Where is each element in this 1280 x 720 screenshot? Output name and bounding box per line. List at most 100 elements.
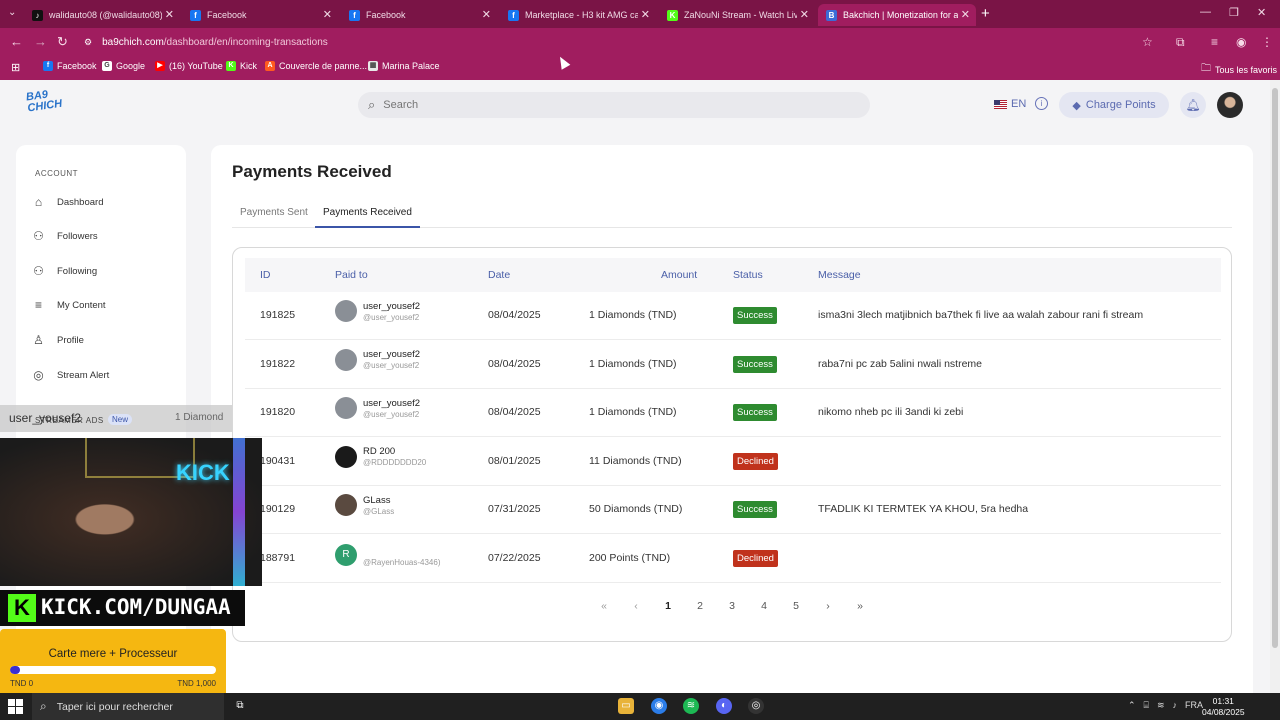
sidebar-item-profile[interactable]: ♙ Profile: [32, 330, 84, 350]
obs-icon[interactable]: ◎: [748, 698, 764, 714]
facebook-icon: f: [508, 9, 519, 21]
payer-avatar: [335, 445, 357, 468]
taskbar-search[interactable]: ⌕ Taper ici pour rechercher: [32, 693, 224, 720]
browser-tab[interactable]: ♪ walidauto08 (@walidauto08) | T✕: [24, 4, 180, 26]
bookmark-item[interactable]: ▦ Marina Palace: [368, 61, 440, 71]
site-info-icon[interactable]: ⚙: [84, 37, 93, 47]
payer[interactable]: user_yousef2 @user_yousef2: [335, 348, 420, 371]
charge-points-button[interactable]: ◆ Charge Points: [1059, 92, 1169, 118]
bookmark-label: Marina Palace: [382, 61, 440, 71]
bookmark-star-icon[interactable]: ☆: [1142, 35, 1153, 49]
reload-icon[interactable]: ↻: [57, 34, 68, 49]
info-icon[interactable]: i: [1035, 97, 1048, 110]
search-bar[interactable]: ⌕: [358, 92, 870, 118]
spotify-icon[interactable]: ≋: [683, 698, 699, 714]
payer[interactable]: RD 200 @RDDDDDDD20: [335, 445, 426, 468]
user-avatar[interactable]: [1217, 92, 1243, 118]
maximize-icon[interactable]: ❐: [1229, 7, 1239, 19]
sidebar-item-my-content[interactable]: ≡ My Content: [32, 296, 106, 316]
sidebar-item-label: Following: [57, 265, 98, 277]
close-tab-icon[interactable]: ✕: [640, 9, 650, 21]
table-row[interactable]: 188791 R @RayenHouas-4346) 07/22/2025 200 Po…: [245, 535, 1221, 583]
tray-chevron-icon[interactable]: ⌃: [1128, 700, 1136, 710]
task-view-icon[interactable]: ⧉: [236, 700, 244, 711]
profile-icon[interactable]: ◉: [1236, 35, 1247, 49]
payer[interactable]: R @RayenHouas-4346): [335, 543, 441, 567]
sidebar-item-dashboard[interactable]: ⌂ Dashboard: [32, 192, 104, 212]
bookmark-label: Facebook: [57, 61, 97, 71]
table-row[interactable]: 190431 RD 200 @RDDDDDDD20 08/01/2025 11 Diam…: [245, 438, 1221, 486]
file-explorer-icon[interactable]: ▭: [618, 698, 634, 714]
scrollbar-thumb[interactable]: [1272, 88, 1278, 648]
site-logo[interactable]: BA9 CHICH: [25, 88, 63, 115]
payer[interactable]: user_yousef2 @user_yousef2: [335, 300, 420, 322]
windows-start-icon[interactable]: [8, 699, 23, 714]
browser-tab[interactable]: K ZaNouNi Stream - Watch Live o✕: [659, 4, 815, 26]
browser-tab[interactable]: f Facebook ✕: [341, 4, 497, 26]
close-tab-icon[interactable]: ✕: [164, 9, 174, 21]
network-icon[interactable]: ⌸: [1143, 700, 1149, 710]
tab-payments-sent[interactable]: Payments Sent: [240, 207, 308, 218]
all-bookmarks[interactable]: 🗀 Tous les favoris: [1201, 61, 1277, 78]
discord-icon[interactable]: ◐: [716, 698, 732, 714]
table-row[interactable]: 191825 user_yousef2 @user_yousef2 08/04/202…: [245, 292, 1221, 340]
new-tab-button[interactable]: +: [981, 5, 990, 22]
chrome-icon[interactable]: ◉: [651, 698, 667, 714]
last-page-button[interactable]: »: [857, 600, 863, 612]
browser-tab[interactable]: f Facebook ✕: [182, 4, 338, 26]
page-button-3[interactable]: 3: [729, 600, 735, 612]
prev-page-button[interactable]: ‹: [634, 600, 638, 612]
table-row[interactable]: 191820 user_yousef2 @user_yousef2 08/04/202…: [245, 389, 1221, 438]
forward-icon[interactable]: →: [34, 34, 47, 49]
menu-icon[interactable]: ⋮: [1261, 35, 1273, 49]
volume-icon[interactable]: ♪: [1172, 700, 1178, 710]
tab-search-icon[interactable]: ⌄: [8, 7, 17, 18]
close-tab-icon[interactable]: ✕: [481, 9, 491, 21]
sidebar-item-stream-alert[interactable]: ◎ Stream Alert: [32, 365, 109, 385]
bookmark-item[interactable]: K Kick: [226, 61, 257, 71]
close-tab-icon[interactable]: ✕: [799, 9, 809, 21]
transaction-amount: 1 Diamonds (TND): [589, 406, 677, 419]
apps-grid-icon[interactable]: ⊞: [11, 62, 21, 74]
wifi-icon[interactable]: ≋: [1156, 700, 1165, 710]
payer[interactable]: GLass @GLass: [335, 494, 394, 517]
page-button-2[interactable]: 2: [697, 600, 703, 612]
language-selector[interactable]: EN: [994, 98, 1026, 110]
language-indicator[interactable]: FRA: [1185, 700, 1203, 710]
media-icon[interactable]: ≡: [1211, 35, 1219, 49]
browser-tab[interactable]: f Marketplace - H3 kit AMG cana ✕: [500, 4, 656, 26]
notification-bell-icon[interactable]: 🔔︎: [1180, 92, 1206, 118]
payer[interactable]: user_yousef2 @user_yousef2: [335, 397, 420, 420]
page-scrollbar[interactable]: [1270, 80, 1280, 693]
bookmark-item[interactable]: f Facebook: [43, 61, 97, 71]
clock[interactable]: 01:31 04/08/2025: [1202, 696, 1245, 718]
table-row[interactable]: 191822 user_yousef2 @user_yousef2 08/04/202…: [245, 341, 1221, 389]
bookmark-item[interactable]: ▶ (16) YouTube: [155, 61, 223, 71]
bookmark-item[interactable]: A Couvercle de panne...: [265, 61, 367, 71]
url-field[interactable]: ⚙ ba9chich.com/dashboard/en/incoming-tra…: [84, 34, 1164, 51]
next-page-button[interactable]: ›: [826, 600, 830, 612]
table-row[interactable]: 190129 GLass @GLass 07/31/2025 50 Diamonds (…: [245, 486, 1221, 535]
transaction-date: 08/04/2025: [488, 406, 541, 419]
page-button-4[interactable]: 4: [761, 600, 767, 612]
close-tab-icon[interactable]: ✕: [960, 9, 970, 21]
transactions-table: ID Paid to Date Amount Status Message 19…: [232, 247, 1232, 642]
search-input[interactable]: [383, 99, 824, 111]
sidebar-item-followers[interactable]: ⚇ Followers: [32, 227, 98, 247]
page-button-1[interactable]: 1: [665, 600, 671, 612]
sidebar-item-following[interactable]: ⚇ Following: [32, 261, 97, 281]
tab-payments-received[interactable]: Payments Received: [315, 201, 420, 228]
page-button-5[interactable]: 5: [793, 600, 799, 612]
payer-name: GLass: [363, 494, 391, 506]
first-page-button[interactable]: «: [601, 600, 607, 612]
bookmark-item[interactable]: G Google: [102, 61, 145, 71]
close-window-icon[interactable]: ✕: [1257, 7, 1267, 19]
close-tab-icon[interactable]: ✕: [322, 9, 332, 21]
browser-tab[interactable]: B Bakchich | Monetization for afri ✕: [818, 4, 976, 26]
youtube-icon: ▶: [155, 61, 165, 71]
minimize-icon[interactable]: —: [1200, 6, 1211, 18]
table-header: ID Paid to Date Amount Status Message: [245, 258, 1221, 292]
back-icon[interactable]: ←: [10, 34, 23, 49]
payer-names: user_yousef2 @user_yousef2: [363, 349, 420, 370]
extensions-icon[interactable]: ⧉: [1176, 35, 1185, 49]
